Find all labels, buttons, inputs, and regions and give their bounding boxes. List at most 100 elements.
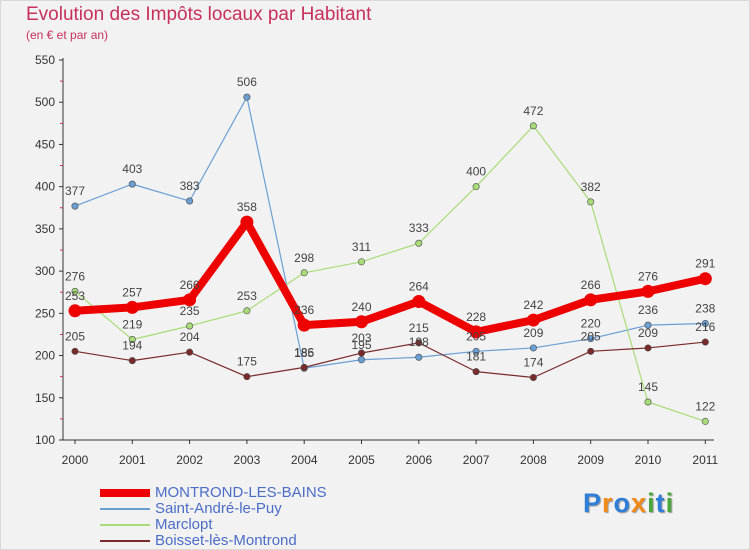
data-point	[472, 368, 480, 376]
data-label: 203	[351, 331, 371, 345]
data-label: 216	[695, 320, 715, 334]
data-label: 209	[638, 326, 658, 340]
data-label: 240	[351, 300, 371, 314]
legend-label: Boisset-lès-Montrond	[155, 532, 297, 549]
data-label: 175	[237, 355, 257, 369]
data-point	[186, 197, 194, 205]
data-label: 253	[237, 289, 257, 303]
data-label: 198	[409, 335, 429, 349]
data-label: 235	[180, 304, 200, 318]
data-label: 253	[65, 289, 85, 303]
data-point	[186, 348, 194, 356]
data-point	[415, 353, 423, 361]
data-label: 291	[695, 257, 715, 271]
data-label: 195	[351, 338, 371, 352]
data-label: 242	[523, 298, 543, 312]
data-label: 264	[409, 280, 429, 294]
data-point	[701, 417, 709, 425]
data-label: 228	[466, 310, 486, 324]
data-label: 377	[65, 184, 85, 198]
data-label: 219	[122, 318, 142, 332]
x-tick-label: 2001	[119, 453, 146, 467]
data-point	[71, 202, 79, 210]
data-label: 382	[581, 180, 601, 194]
data-label: 209	[523, 326, 543, 340]
data-label: 145	[638, 380, 658, 394]
series-line	[71, 218, 710, 336]
data-point	[71, 287, 79, 295]
data-point	[529, 344, 537, 352]
brand-letter: x	[631, 488, 648, 518]
data-point	[412, 295, 426, 309]
data-label: 266	[180, 278, 200, 292]
data-point	[701, 338, 709, 346]
data-point	[701, 319, 709, 327]
x-tick-label: 2010	[635, 453, 662, 467]
data-label: 122	[695, 399, 715, 413]
x-tick-label: 2008	[520, 453, 547, 467]
data-point	[355, 315, 368, 329]
x-tick-label: 2011	[692, 453, 718, 467]
series-line	[74, 125, 706, 423]
data-point	[469, 325, 483, 339]
data-label: 205	[466, 329, 486, 343]
data-point	[415, 239, 423, 247]
data-point	[641, 284, 655, 298]
brand-logo: Proxiti	[583, 488, 674, 519]
data-label: 276	[638, 269, 658, 283]
x-tick-label: 2004	[291, 453, 318, 467]
data-label: 266	[581, 278, 601, 292]
data-label: 194	[122, 339, 142, 353]
data-point	[526, 313, 540, 327]
data-point	[415, 339, 423, 347]
data-point	[125, 300, 139, 314]
data-point	[472, 347, 480, 355]
y-tick-label: 550	[35, 53, 55, 67]
y-tick-label: 150	[35, 391, 55, 405]
x-tick-label: 2000	[62, 453, 89, 467]
data-point	[186, 322, 194, 330]
data-label: 205	[65, 329, 85, 343]
y-tick-label: 300	[35, 264, 55, 278]
x-tick-label: 2005	[348, 453, 375, 467]
data-point	[71, 347, 79, 355]
data-point	[183, 293, 197, 307]
data-label: 333	[409, 221, 429, 235]
data-label: 174	[523, 356, 543, 370]
brand-letter: o	[613, 488, 632, 518]
data-point	[587, 198, 595, 206]
data-point	[584, 293, 598, 307]
y-tick-label: 250	[35, 306, 55, 320]
data-label: 181	[466, 350, 486, 364]
data-label: 215	[409, 321, 429, 335]
data-point	[529, 122, 537, 130]
data-point	[698, 272, 712, 286]
data-label: 220	[581, 317, 601, 331]
data-point	[472, 183, 480, 191]
data-label: 506	[237, 75, 257, 89]
data-point	[529, 374, 537, 382]
legend-swatch	[100, 540, 150, 542]
brand-letter: i	[647, 488, 656, 518]
y-tick-label: 200	[35, 349, 55, 363]
data-point	[644, 321, 652, 329]
legend-label: MONTROND-LES-BAINS	[155, 484, 327, 501]
data-point	[357, 356, 365, 364]
data-point	[240, 215, 254, 229]
brand-letter: P	[583, 488, 603, 518]
data-label: 236	[638, 303, 658, 317]
legend-swatch	[100, 508, 150, 510]
data-point	[644, 344, 652, 352]
data-label: 186	[294, 345, 314, 359]
data-label: 185	[294, 346, 314, 360]
data-point	[297, 318, 311, 332]
data-point	[587, 347, 595, 355]
data-point	[357, 349, 365, 357]
legend-swatch	[100, 489, 150, 497]
data-label: 311	[352, 240, 371, 254]
data-label: 403	[122, 162, 142, 176]
data-point	[300, 363, 308, 371]
y-tick-label: 350	[35, 222, 55, 236]
data-label: 238	[695, 301, 715, 315]
